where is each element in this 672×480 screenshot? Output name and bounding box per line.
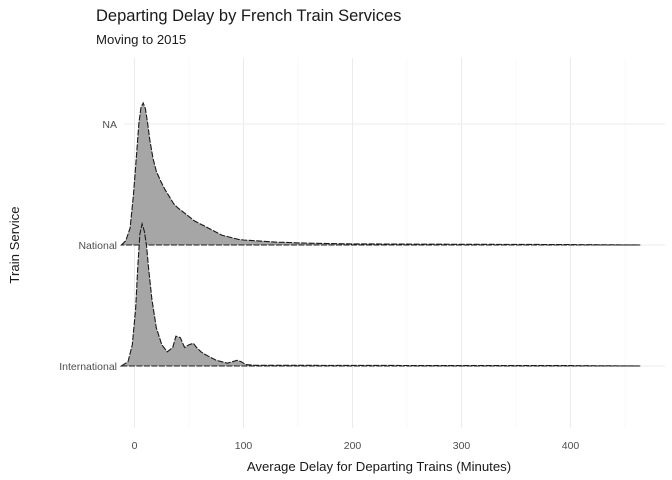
y-axis-tick-labels: International National NA — [59, 119, 117, 373]
y-tick-label: National — [78, 240, 117, 252]
x-axis-tick-labels: 0 100 200 300 400 — [132, 440, 580, 452]
y-tick-label: NA — [102, 119, 117, 131]
chart-title: Departing Delay by French Train Services — [96, 7, 401, 25]
ridge-national — [120, 101, 641, 246]
x-tick-label: 400 — [562, 440, 580, 452]
x-tick-label: 300 — [453, 440, 471, 452]
x-axis-title: Average Delay for Departing Trains (Minu… — [247, 459, 511, 474]
ridge-series — [119, 101, 641, 367]
y-axis-title: Train Service — [7, 206, 22, 283]
x-tick-label: 0 — [132, 440, 138, 452]
ridge-international — [119, 221, 641, 367]
chart-subtitle: Moving to 2015 — [96, 32, 186, 47]
x-tick-label: 100 — [235, 440, 253, 452]
x-tick-label: 200 — [344, 440, 362, 452]
y-tick-label: International — [59, 361, 117, 373]
